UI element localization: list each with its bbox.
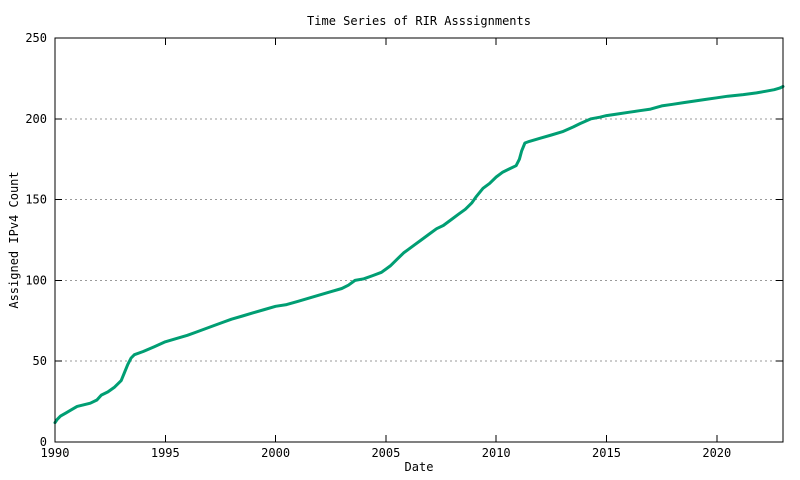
gridlines: [55, 118, 783, 362]
y-tick-label: 250: [25, 31, 47, 45]
y-tick-label: 50: [33, 354, 47, 368]
x-tick-label: 2000: [261, 446, 290, 460]
y-tick-label: 100: [25, 273, 47, 287]
y-axis-label: Assigned IPv4 Count: [7, 171, 21, 308]
plot-border: [54, 37, 784, 443]
x-tick-label: 1995: [151, 446, 180, 460]
x-tick-label: 2005: [371, 446, 400, 460]
tick-labels: 0 50 100 150 200 250 1990 1995 2000 2005 2010 2015 2…: [25, 31, 731, 460]
x-axis-label: Date: [405, 460, 434, 474]
y-tick-label: 150: [25, 193, 47, 207]
x-tick-label: 2010: [482, 446, 511, 460]
x-tick-label: 2015: [592, 446, 621, 460]
x-tick-label: 1990: [41, 446, 70, 460]
y-tick-label: 0: [40, 435, 47, 449]
y-tick-label: 200: [25, 112, 47, 126]
chart-title: Time Series of RIR Asssignments: [307, 14, 531, 28]
x-tick-label: 2020: [702, 446, 731, 460]
data-line: [53, 85, 785, 425]
